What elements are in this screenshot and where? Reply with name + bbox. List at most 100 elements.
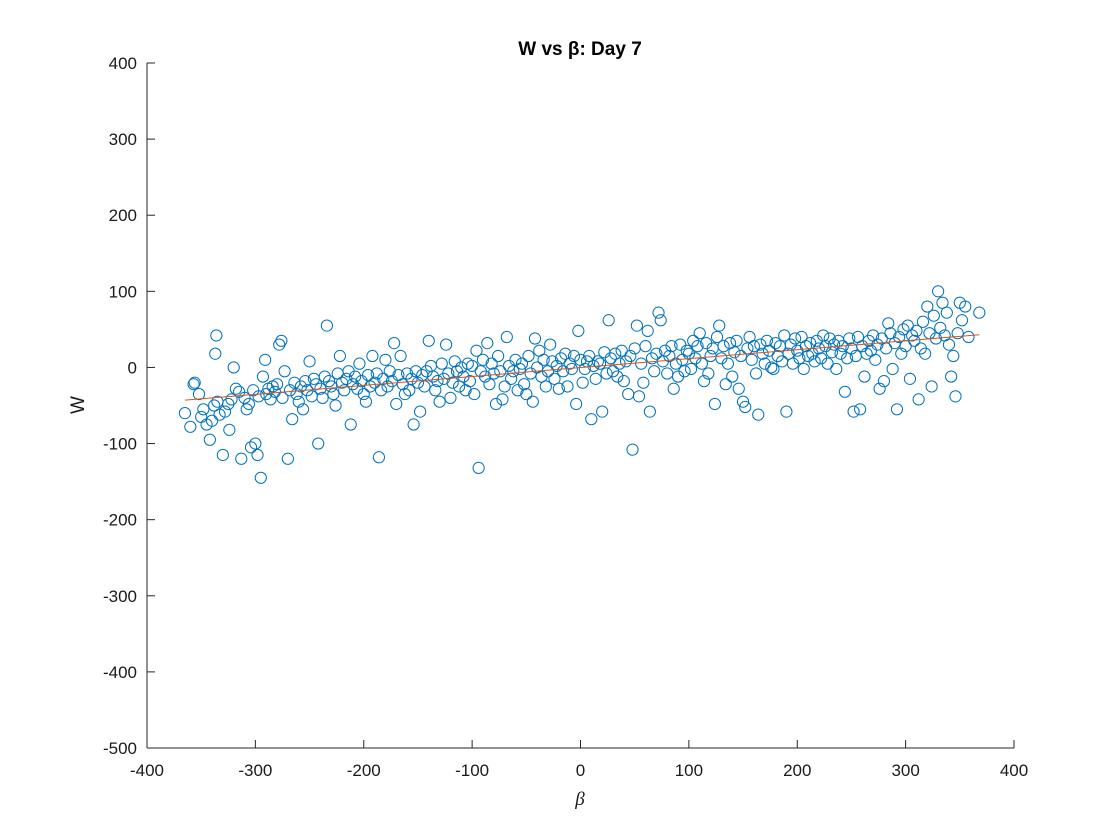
scatter-point — [435, 357, 448, 370]
scatter-point — [756, 347, 769, 360]
scatter-point — [702, 367, 715, 380]
scatter-point — [348, 370, 362, 383]
scatter-point — [728, 346, 741, 359]
scatter-point — [494, 365, 507, 378]
scatter-point — [780, 405, 793, 418]
scatter-point — [871, 338, 884, 351]
y-tick-label: -100 — [103, 435, 137, 454]
scatter-point — [604, 352, 617, 365]
scatter-point — [327, 387, 340, 401]
scatter-point — [544, 338, 557, 351]
scatter-point — [932, 285, 945, 298]
scatter-point — [203, 433, 216, 446]
y-tick-label: 100 — [109, 282, 137, 301]
scatter-series — [178, 285, 986, 484]
scatter-point — [303, 355, 316, 368]
x-tick-label: 300 — [891, 761, 919, 780]
scatter-point — [187, 378, 200, 391]
scatter-point — [602, 314, 615, 327]
scatter-point — [873, 382, 886, 395]
scatter-point — [730, 334, 743, 347]
scatter-point — [396, 378, 409, 391]
scatter-point — [858, 370, 871, 383]
scatter-point — [717, 340, 730, 353]
scatter-point — [788, 332, 802, 345]
scatter-point — [808, 355, 821, 368]
scatter-point — [359, 395, 373, 408]
scatter-point — [834, 347, 847, 360]
scatter-point — [901, 319, 914, 332]
scatter-point — [945, 370, 958, 383]
scatter-point — [682, 347, 695, 360]
scatter-point — [440, 338, 453, 351]
scatter-point — [223, 423, 236, 436]
scatter-point — [927, 309, 940, 322]
scatter-point — [492, 349, 505, 363]
scatter-point — [797, 362, 810, 376]
x-tick-label: -200 — [347, 761, 381, 780]
scatter-point — [476, 353, 490, 366]
scatter-point — [528, 332, 542, 345]
scatter-point — [368, 376, 381, 389]
scatter-point — [229, 382, 242, 395]
scatter-point — [498, 380, 511, 393]
scatter-point — [403, 384, 416, 397]
scatter-point — [819, 340, 832, 353]
scatter-point — [470, 344, 483, 357]
x-tick-label: -400 — [130, 761, 164, 780]
x-tick-label: 400 — [1000, 761, 1028, 780]
scatter-point — [383, 365, 396, 378]
scatter-point — [665, 340, 678, 353]
scatter-point — [188, 376, 201, 389]
scatter-point — [292, 395, 305, 408]
scatter-point — [678, 365, 691, 378]
scatter-point — [843, 332, 856, 345]
scatter-point — [216, 448, 229, 462]
scatter-point — [557, 365, 570, 378]
scatter-point — [524, 367, 537, 380]
scatter-point — [893, 330, 906, 344]
scatter-point — [747, 340, 761, 353]
scatter-point — [940, 306, 953, 319]
scatter-point — [209, 347, 222, 360]
scatter-point — [286, 413, 299, 426]
scatter-point — [650, 347, 663, 360]
y-tick-label: 0 — [128, 358, 137, 377]
scatter-point — [468, 387, 481, 401]
x-tick-label: -300 — [238, 761, 272, 780]
scatter-point — [487, 367, 500, 380]
scatter-point — [591, 355, 604, 368]
scatter-point — [429, 384, 442, 397]
scatter-point — [479, 370, 492, 383]
scatter-point — [830, 362, 843, 376]
scatter-point — [296, 403, 310, 416]
scatter-point — [684, 362, 698, 376]
scatter-point — [827, 338, 841, 351]
scatter-point — [598, 346, 611, 359]
scatter-point — [745, 353, 758, 366]
scatter-point — [654, 314, 667, 327]
scatter-point — [278, 365, 291, 378]
scatter-point — [507, 365, 520, 378]
scatter-point — [256, 370, 270, 383]
scatter-point — [195, 410, 208, 424]
scatter-point — [769, 336, 782, 350]
fit-line — [184, 334, 980, 401]
scatter-point — [669, 357, 682, 370]
scatter-point — [890, 403, 904, 416]
scatter-point — [903, 372, 917, 385]
scatter-point — [754, 338, 767, 351]
scatter-point — [338, 384, 351, 397]
scatter-point — [921, 300, 934, 313]
scatter-point — [912, 393, 925, 406]
scatter-point — [325, 380, 338, 393]
scatter-point — [252, 390, 265, 403]
scatter-point — [585, 413, 598, 426]
scatter-point — [225, 393, 238, 406]
y-tick-label: 300 — [109, 130, 137, 149]
scatter-point — [184, 420, 197, 433]
fit-line-series — [184, 334, 980, 401]
scatter-point — [749, 367, 763, 380]
scatter-point — [643, 405, 656, 418]
scatter-point — [955, 314, 969, 327]
